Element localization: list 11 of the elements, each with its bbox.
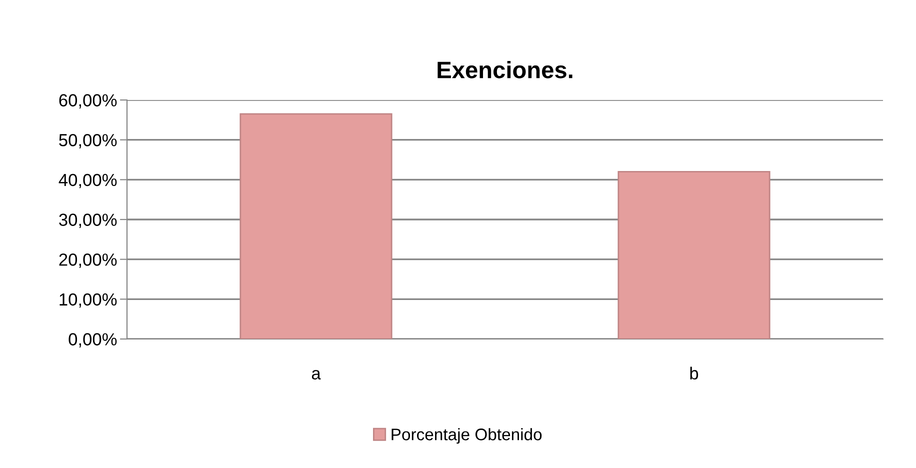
y-tick-label: 50,00% bbox=[59, 134, 117, 148]
y-tick-label: 60,00% bbox=[59, 94, 117, 109]
y-tick-label: 40,00% bbox=[58, 174, 117, 188]
x-tick-label: b bbox=[690, 366, 698, 380]
chart-title: Exenciones. bbox=[438, 60, 572, 78]
y-tick-label: 20,00% bbox=[59, 254, 117, 268]
legend-label: Porcentaje Obtenido bbox=[392, 428, 542, 444]
y-tick-label: 10,00% bbox=[60, 293, 117, 308]
y-tick-label: 30,00% bbox=[59, 214, 117, 228]
x-tick-label: a bbox=[312, 370, 321, 380]
y-tick-label: 0,00% bbox=[68, 333, 117, 348]
